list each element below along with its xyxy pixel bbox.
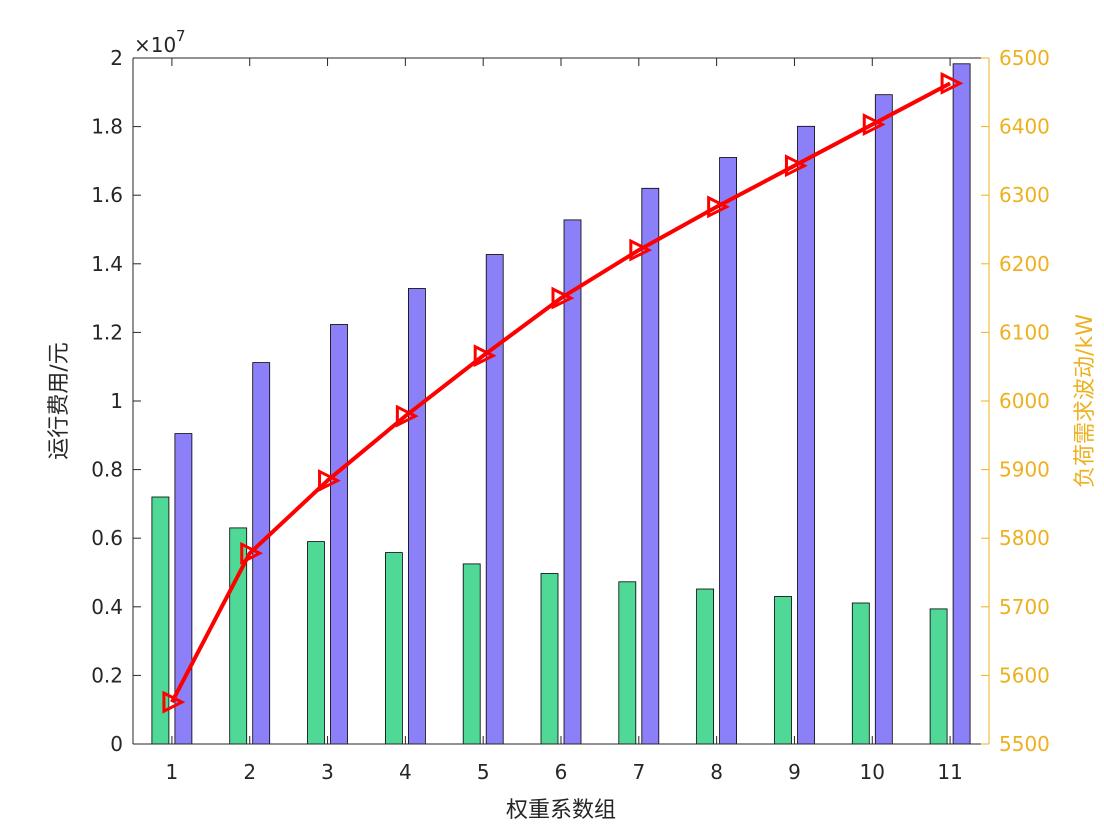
x-tick-label-5: 5 [477, 760, 490, 784]
x-tick-label-3: 3 [321, 760, 334, 784]
line-marker-4 [395, 404, 419, 428]
y-axis-right-label: 负荷需求波动/kW [1073, 314, 1098, 488]
x-tick-label-9: 9 [788, 760, 801, 784]
line-marker-7 [629, 238, 653, 262]
y-left-tick-label: 0.4 [91, 595, 123, 619]
x-tick-label-1: 1 [166, 760, 179, 784]
y-left-tick-label: 1.8 [91, 115, 123, 139]
x-tick-label-10: 10 [860, 760, 885, 784]
line-marker-10 [862, 113, 886, 136]
y-axis-left-label: 运行费用/元 [47, 342, 72, 459]
exponent-power: 7 [176, 27, 186, 45]
bar-series1-1 [151, 496, 170, 745]
line-marker-3 [318, 469, 341, 493]
bar-series1-8 [696, 588, 714, 745]
bar-series1-10 [851, 602, 870, 745]
x-tick-label-4: 4 [399, 760, 412, 784]
bar-series2-3 [330, 324, 348, 745]
bar-series2-8 [719, 157, 737, 745]
bar-series2-10 [874, 94, 893, 745]
y-left-tick-label: 2 [110, 46, 123, 70]
line-marker-1 [162, 690, 186, 714]
y-right-tick-label: 5800 [999, 526, 1050, 550]
y-right-tick-label: 6300 [999, 183, 1050, 207]
y-right-tick-label: 6200 [999, 252, 1050, 276]
bar-series1-6 [540, 573, 559, 745]
y-left-tick-label: 1.2 [91, 320, 123, 344]
y-right-tick-label: 6000 [999, 389, 1050, 413]
line-series-1 [170, 81, 952, 704]
axes-group: 0 0.2 0.4 0.6 0.8 1 1.2 1.4 1.6 1.8 2 5500 5600 5700 5… [91, 46, 1050, 784]
line-marker-8 [707, 195, 730, 219]
line-marker-11 [940, 71, 964, 95]
y-left-tick-label: 1.4 [91, 252, 123, 276]
x-tick-label-11: 11 [937, 760, 962, 784]
y-right-tick-label: 5900 [999, 458, 1050, 482]
y-right-tick-label: 6500 [999, 46, 1050, 70]
bar-series2-9 [797, 125, 815, 745]
y-left-tick-label: 0.8 [91, 458, 123, 482]
exponent-label: ×10 7 [134, 27, 186, 57]
y-right-tick-label: 6100 [999, 320, 1050, 344]
line-marker-9 [784, 154, 808, 178]
bar-series1-11 [929, 608, 948, 745]
x-tick-label-6: 6 [555, 760, 568, 784]
bar-series1-3 [307, 541, 325, 745]
line-marker-2 [240, 541, 264, 565]
plot-area [133, 58, 989, 744]
x-tick-label-2: 2 [243, 760, 256, 784]
y-right-tick-label: 6400 [999, 115, 1050, 139]
bar-series2-5 [485, 254, 504, 745]
bar-series2-1 [174, 433, 193, 745]
y-left-tick-label: 0 [110, 732, 123, 756]
y-left-tick-label: 1.6 [91, 183, 123, 207]
y-left-tick-label: 0.2 [91, 663, 123, 687]
line-group [162, 71, 964, 714]
y-right-tick-label: 5700 [999, 595, 1050, 619]
bar-series1-4 [384, 552, 403, 745]
bar-series1-7 [618, 581, 637, 745]
y-right-tick-label: 5500 [999, 732, 1050, 756]
y-left-tick-label: 1 [110, 389, 123, 413]
x-tick-label-8: 8 [710, 760, 723, 784]
bars-group [151, 63, 971, 745]
line-marker-5 [473, 344, 497, 368]
line-marker-6 [551, 286, 575, 310]
bar-series1-9 [774, 596, 792, 745]
x-axis-label: 权重系数组 [506, 798, 616, 823]
x-tick-label-7: 7 [632, 760, 645, 784]
bar-series2-11 [952, 63, 971, 745]
bar-series2-4 [407, 288, 426, 745]
bar-series2-7 [641, 187, 660, 745]
y-right-tick-label: 5600 [999, 663, 1050, 687]
y-left-tick-label: 0.6 [91, 526, 123, 550]
bar-series1-5 [462, 563, 481, 745]
exponent-base: ×10 [134, 33, 176, 57]
